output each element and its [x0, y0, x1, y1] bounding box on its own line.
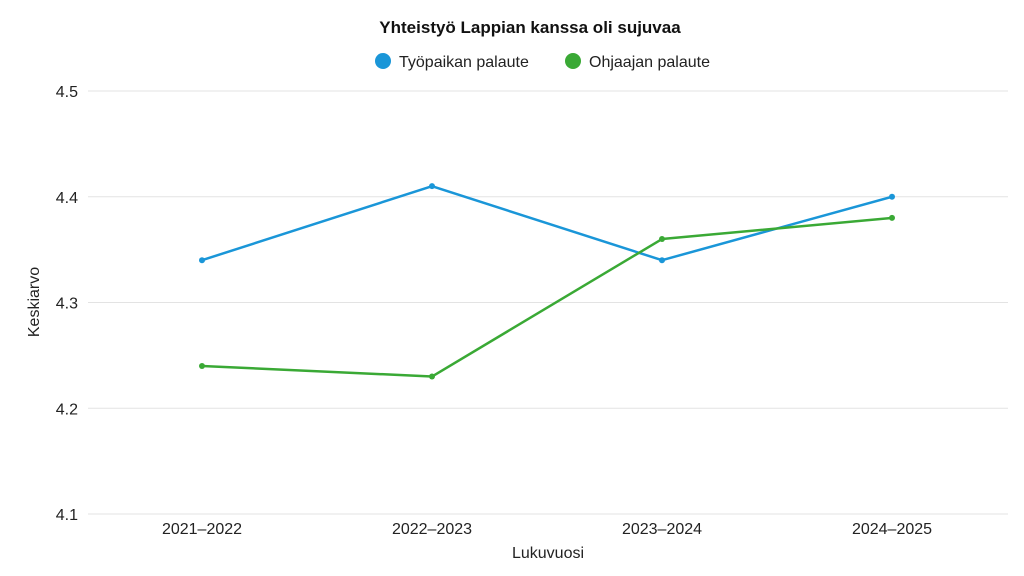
legend-label: Työpaikan palaute — [399, 54, 529, 71]
data-point — [889, 214, 895, 221]
series-2 — [199, 214, 895, 380]
y-tick-label: 4.2 — [56, 401, 78, 418]
data-point — [429, 373, 435, 380]
data-point — [889, 193, 895, 200]
y-tick-label: 4.4 — [56, 190, 78, 207]
y-tick-label: 4.5 — [56, 84, 78, 101]
series-line — [201, 216, 893, 378]
x-axis-label: Lukuvuosi — [512, 545, 584, 562]
series-1 — [199, 183, 895, 264]
data-point — [659, 257, 665, 264]
y-axis-label: Keskiarvo — [26, 267, 43, 337]
data-point — [199, 362, 205, 369]
series-line — [201, 184, 893, 262]
series-group — [199, 183, 895, 380]
y-tick-label: 4.3 — [56, 296, 78, 313]
data-point — [659, 236, 665, 243]
x-tick-label: 2021–2022 — [162, 521, 242, 538]
legend-label: Ohjaajan palaute — [589, 54, 710, 71]
data-point — [429, 183, 435, 190]
x-tick-label: 2022–2023 — [392, 521, 472, 538]
gridlines — [88, 90, 1008, 515]
data-point — [199, 257, 205, 264]
y-tick-label: 4.1 — [56, 507, 78, 524]
x-tick-label: 2024–2025 — [852, 521, 932, 538]
legend: Työpaikan palaute Ohjaajan palaute — [375, 53, 710, 71]
x-axis-ticks: 2021–2022 2022–2023 2023–2024 2024–2025 — [162, 521, 932, 538]
y-axis-ticks: 4.1 4.2 4.3 4.4 4.5 — [56, 84, 78, 524]
x-tick-label: 2023–2024 — [622, 521, 702, 538]
legend-marker — [375, 53, 391, 69]
chart-title: Yhteistyö Lappian kanssa oli sujuvaa — [379, 18, 681, 37]
legend-marker — [565, 53, 581, 69]
